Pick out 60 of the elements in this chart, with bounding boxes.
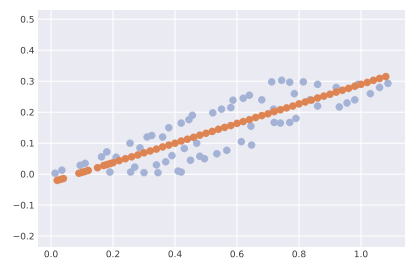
point: [344, 84, 352, 92]
point: [122, 154, 130, 162]
point: [152, 145, 160, 153]
y-tick-label: 0.1: [20, 140, 34, 147]
x-tick-label: 0.4: [168, 250, 182, 258]
point: [376, 74, 384, 82]
point: [171, 139, 179, 148]
point: [146, 147, 154, 155]
point: [282, 104, 290, 112]
point: [370, 76, 378, 84]
point: [264, 110, 272, 118]
point: [320, 92, 328, 100]
point: [140, 149, 148, 157]
point: [270, 108, 278, 116]
point: [233, 120, 241, 128]
point: [314, 94, 322, 102]
x-tick-label: 1.0: [354, 250, 368, 258]
point: [165, 141, 173, 149]
point: [338, 86, 346, 94]
point: [134, 151, 142, 159]
point: [301, 98, 309, 106]
x-tick-label: 0.2: [106, 250, 120, 258]
point: [363, 78, 371, 86]
x-tick-label: 0.0: [44, 250, 58, 258]
point: [214, 125, 222, 134]
y-tick-label: 0.2: [20, 108, 34, 116]
y-tick-label: 0.4: [20, 46, 34, 54]
y-tick-label: 0.0: [20, 170, 34, 178]
point: [357, 80, 365, 88]
point: [190, 134, 198, 142]
y-tick-label: −0.2: [14, 232, 34, 240]
point: [276, 106, 284, 114]
point: [115, 156, 123, 164]
point: [94, 164, 102, 172]
point: [184, 135, 192, 143]
x-tick-label: 0.8: [292, 250, 306, 258]
point: [239, 118, 247, 126]
point: [109, 158, 117, 167]
y-tick-label: 0.5: [20, 16, 34, 23]
point: [208, 128, 216, 136]
point: [326, 90, 334, 98]
y-tick-label: 0.3: [20, 78, 34, 85]
y-tick-label: −0.1: [14, 202, 34, 209]
point: [60, 174, 68, 182]
point: [227, 122, 235, 130]
point: [295, 100, 303, 108]
x-tick-label: 0.6: [230, 250, 244, 258]
point: [158, 143, 166, 151]
point: [128, 153, 136, 161]
point: [202, 130, 210, 138]
point: [220, 124, 228, 132]
point: [351, 82, 359, 90]
point: [258, 112, 266, 120]
point: [252, 114, 260, 122]
point: [289, 102, 297, 110]
point: [177, 137, 185, 145]
point: [382, 72, 390, 80]
point: [332, 88, 340, 96]
point: [246, 116, 254, 124]
point: [196, 131, 204, 139]
